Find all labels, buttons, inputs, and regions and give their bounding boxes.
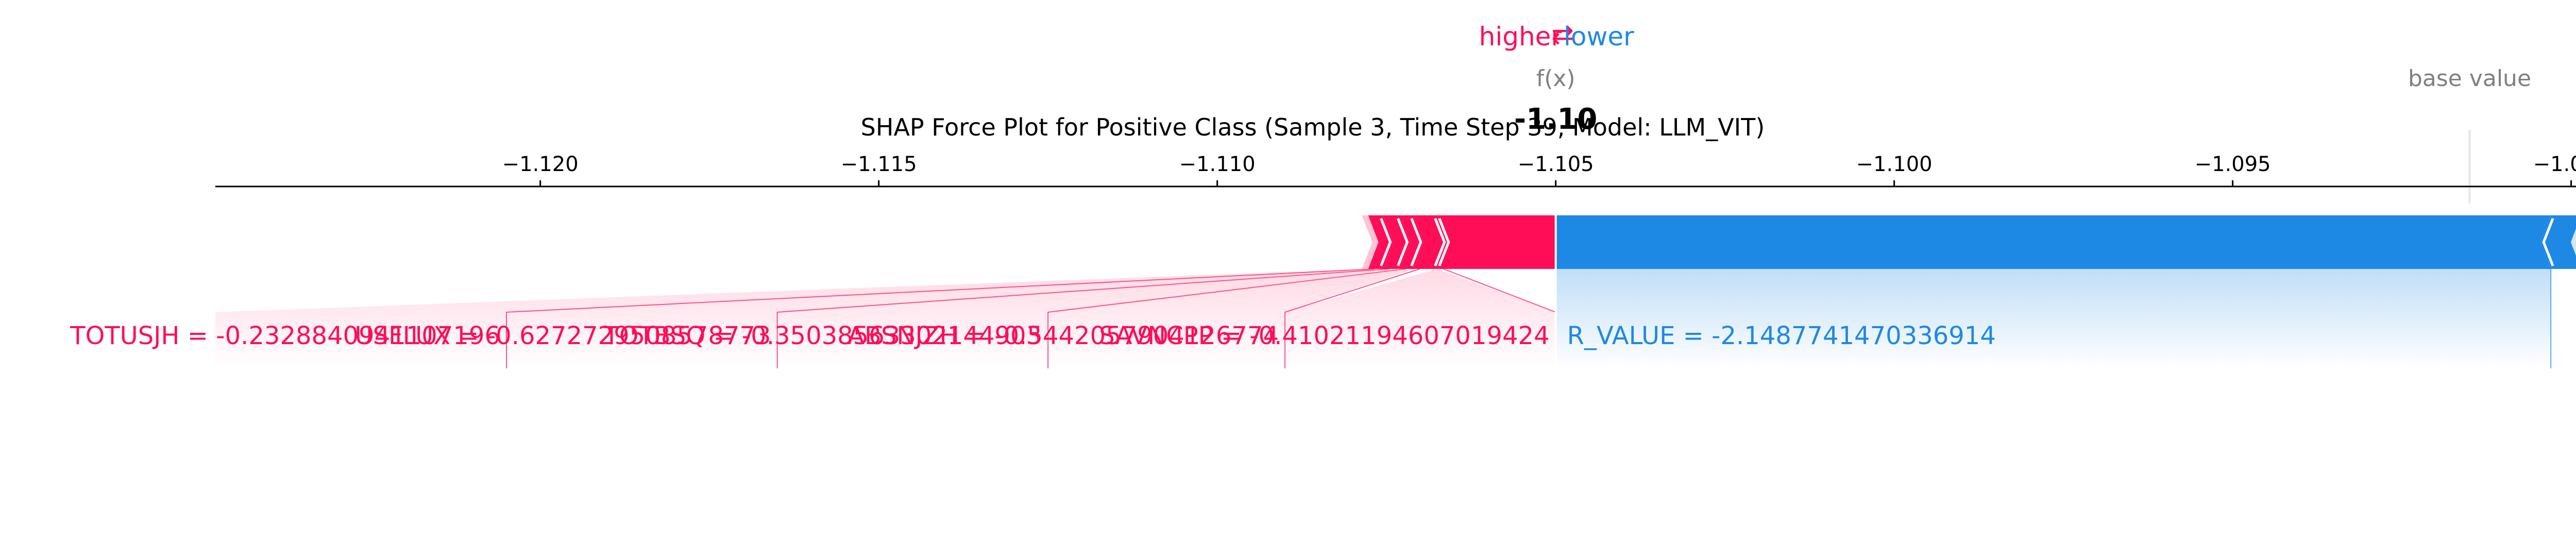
- positive-connector-fill: [1285, 269, 1556, 368]
- x-tick-label: −1.120: [502, 152, 579, 176]
- positive-connector-line: [506, 268, 1375, 313]
- legend-arrow-icon: ⇄: [1551, 19, 1574, 50]
- positive-connector-fill: [506, 269, 1383, 368]
- positive-connector-fill: [777, 269, 1400, 368]
- fx-label: f(x): [1536, 65, 1575, 92]
- negative-feature-label: R_VALUE = -2.1487741470336914: [1567, 321, 1996, 350]
- negative-connector-fill: [1555, 269, 2551, 368]
- positive-bar-separator: [1434, 218, 1446, 266]
- negative-bar-tail: [2571, 229, 2576, 256]
- positive-feature-label: TOTUSJH = -0.2328840941107196: [70, 321, 500, 350]
- negative-bar-segment: [1555, 215, 2551, 269]
- positive-bar-separator: [1438, 218, 1450, 266]
- x-tick-label: −1.095: [2195, 152, 2271, 176]
- positive-bar-segment: [1437, 215, 1556, 269]
- chart-title: SHAP Force Plot for Positive Class (Samp…: [861, 113, 1765, 141]
- positive-connector-line: [1048, 268, 1406, 313]
- legend-lower: lower: [1564, 22, 1634, 52]
- positive-bar-separator: [1397, 218, 1409, 266]
- positive-connector-line: [777, 268, 1389, 313]
- positive-bar-segment: [1383, 215, 1411, 269]
- x-tick-label: −1.105: [1518, 152, 1594, 176]
- positive-connector-line: [1284, 268, 1420, 313]
- positive-bar-segment: [1368, 215, 1394, 269]
- force-bars: [1362, 215, 2576, 368]
- positive-connector-fill: [215, 269, 1368, 368]
- positive-feature-label: SAVNCPP = -0.41021194607019424: [1099, 321, 1549, 350]
- positive-bar-separator: [1380, 218, 1392, 266]
- positive-feature-label: TOTBSQ = -0.35038563302144903: [603, 321, 1042, 350]
- positive-bar-segment: [1400, 215, 1424, 269]
- x-axis: −1.120 −1.115 −1.110 −1.105 −1.100 −1.095 −1.0…: [215, 152, 2576, 188]
- x-tick-label: −1.110: [1179, 152, 1256, 176]
- base-value-label: base value: [2408, 65, 2531, 92]
- legend-higher: higher: [1479, 22, 1562, 52]
- fx-value: -1.10: [1514, 103, 1597, 136]
- negative-bar-separator: [2542, 218, 2554, 266]
- positive-feature-label: ABSNJZH = -0.5442057904126774: [848, 321, 1279, 350]
- x-tick-label: −1.115: [841, 152, 917, 176]
- positive-connector-fill: [1048, 269, 1414, 368]
- x-tick-label: −1.100: [1856, 152, 1933, 176]
- positive-connector-line: [1443, 268, 1556, 313]
- positive-bar-separator: [1410, 218, 1422, 266]
- positive-feature-label: USFLUX = -0.6272729508578773: [355, 321, 771, 350]
- feature-connectors: [215, 268, 2552, 368]
- positive-bar-tail: [1362, 215, 1379, 269]
- x-tick-label: −1.090: [2533, 152, 2576, 176]
